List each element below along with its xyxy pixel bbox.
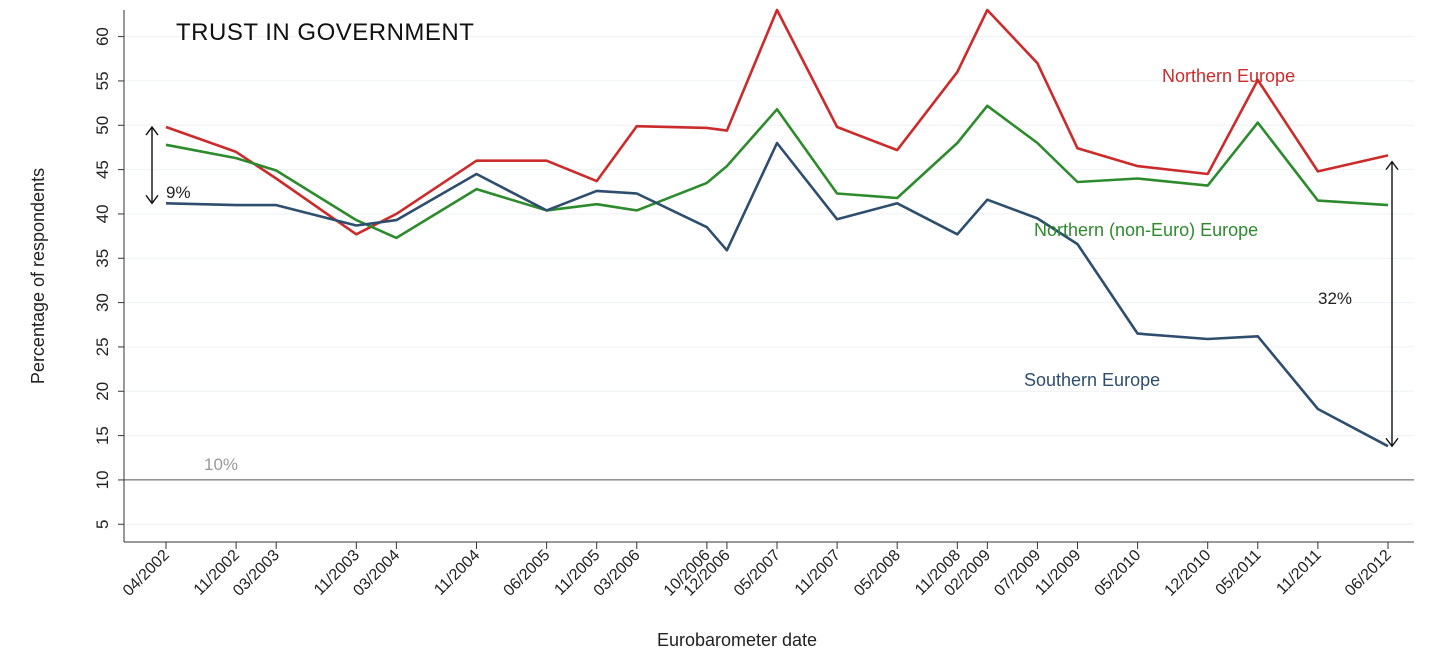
y-tick-label-60: 60 xyxy=(93,27,112,46)
series-label-northern-non-euro-europe: Northern (non-Euro) Europe xyxy=(1034,220,1258,240)
y-tick-label-20: 20 xyxy=(93,382,112,401)
x-axis-title: Eurobarometer date xyxy=(657,630,817,650)
series-lines xyxy=(165,8,1389,448)
annotation-arrow-2002-head-bottom xyxy=(145,194,159,205)
y-tick-label-55: 55 xyxy=(93,71,112,90)
y-tick-label-50: 50 xyxy=(93,116,112,135)
y-tick-label-25: 25 xyxy=(93,337,112,356)
y-axis-title: Percentage of respondents xyxy=(28,168,48,384)
annotation-gap-2002: 9% xyxy=(166,183,191,202)
series-label-southern-europe: Southern Europe xyxy=(1024,370,1160,390)
y-tick-label-10: 10 xyxy=(93,470,112,489)
series-line-northern-non-euro-europe xyxy=(165,104,1389,240)
annotation-arrow-2012-head-bottom xyxy=(1385,437,1399,448)
y-tick-label-45: 45 xyxy=(93,160,112,179)
annotations xyxy=(145,125,1399,448)
chart-title: TRUST IN GOVERNMENT xyxy=(176,19,474,46)
y-tick-label-30: 30 xyxy=(93,293,112,312)
annotation-gap-2012: 32% xyxy=(1318,289,1352,308)
annotation-arrow-2012-head-top xyxy=(1385,160,1399,171)
reference-line-label: 10% xyxy=(204,455,238,474)
annotation-arrow-2002-head-top xyxy=(145,125,159,136)
series-line-southern-europe xyxy=(165,141,1389,448)
plot-area xyxy=(124,10,1414,542)
y-tick-label-35: 35 xyxy=(93,249,112,268)
series-label-northern-europe: Northern Europe xyxy=(1162,66,1295,86)
y-tick-label-15: 15 xyxy=(93,426,112,445)
y-tick-label-5: 5 xyxy=(93,520,112,529)
y-tick-label-40: 40 xyxy=(93,204,112,223)
